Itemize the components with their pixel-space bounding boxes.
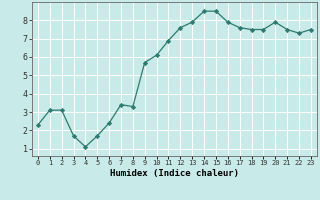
X-axis label: Humidex (Indice chaleur): Humidex (Indice chaleur)	[110, 169, 239, 178]
